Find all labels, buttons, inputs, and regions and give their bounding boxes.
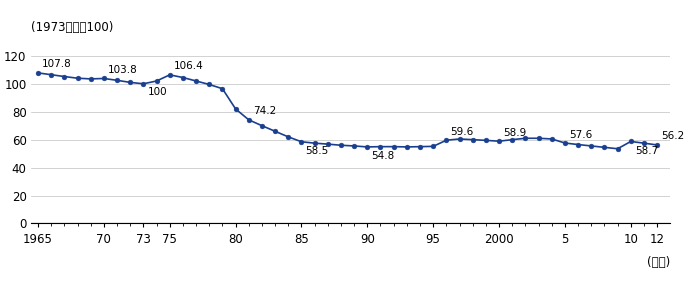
Text: 58.9: 58.9 — [503, 128, 526, 138]
Text: 56.2: 56.2 — [661, 132, 684, 142]
Text: 106.4: 106.4 — [174, 61, 204, 72]
Text: (1973年度＝100): (1973年度＝100) — [32, 21, 114, 34]
Text: 59.6: 59.6 — [451, 127, 473, 137]
Text: 58.5: 58.5 — [306, 146, 328, 156]
Text: (年度): (年度) — [647, 256, 670, 269]
Text: 54.8: 54.8 — [371, 151, 395, 161]
Text: 107.8: 107.8 — [42, 59, 72, 69]
Text: 100: 100 — [148, 87, 167, 97]
Text: 58.7: 58.7 — [635, 146, 658, 156]
Text: 103.8: 103.8 — [108, 65, 137, 75]
Text: 57.6: 57.6 — [569, 130, 592, 140]
Text: 74.2: 74.2 — [253, 106, 276, 116]
